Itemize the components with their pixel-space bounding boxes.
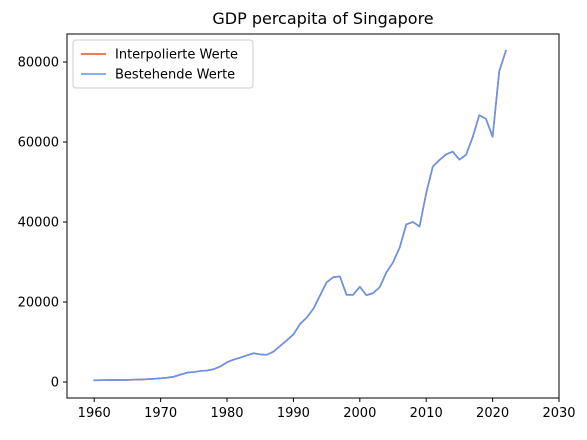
series-line-2 [93, 49, 507, 382]
y-tick-label: 0 [51, 376, 59, 391]
plot-area-frame [66, 33, 560, 399]
x-tick-label: 1980 [210, 406, 243, 421]
x-axis: 1960 1970 1980 1990 2000 2010 2020 2030 [78, 398, 576, 421]
chart-title: GDP percapita of Singapore [212, 9, 433, 28]
legend: Interpolierte Werte Bestehende Werte [72, 39, 254, 89]
legend-label: Bestehende Werte [115, 68, 235, 83]
legend-label: Interpolierte Werte [115, 48, 238, 63]
y-tick-label: 40000 [18, 216, 59, 231]
x-tick-label: 2000 [343, 406, 376, 421]
series-layer [93, 49, 507, 382]
y-tick-label: 20000 [18, 296, 59, 311]
legend-frame [72, 39, 254, 89]
y-tick-label: 60000 [18, 136, 59, 151]
x-tick-label: 2010 [410, 406, 443, 421]
y-tick-label: 80000 [18, 56, 59, 71]
x-tick-label: 1960 [78, 406, 111, 421]
x-tick-label: 1970 [144, 406, 177, 421]
x-tick-label: 2030 [542, 406, 575, 421]
x-tick-label: 2020 [476, 406, 509, 421]
y-axis: 0 20000 40000 60000 80000 [18, 56, 67, 391]
x-tick-label: 1990 [277, 406, 310, 421]
